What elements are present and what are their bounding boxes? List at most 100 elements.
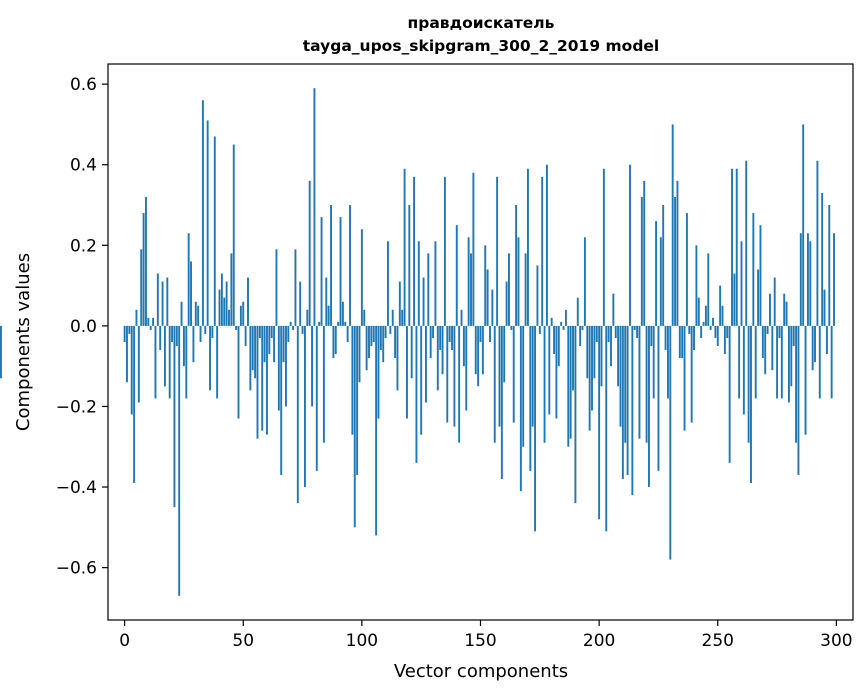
bar-112 xyxy=(389,325,392,334)
bar-85 xyxy=(325,277,328,326)
bar-270 xyxy=(764,325,767,375)
bar-23 xyxy=(178,325,181,596)
bar-68 xyxy=(285,325,287,407)
bar-119 xyxy=(406,325,408,419)
bar-236 xyxy=(683,325,686,431)
bar-239 xyxy=(690,325,693,423)
bar-163 xyxy=(510,325,513,330)
bar-288 xyxy=(806,233,809,326)
bar-108 xyxy=(379,325,382,351)
bar-15 xyxy=(159,325,162,351)
bar-251 xyxy=(719,285,722,326)
bar-223 xyxy=(652,325,655,399)
bar-254 xyxy=(726,325,729,338)
bar-66 xyxy=(280,325,283,475)
bar-280 xyxy=(787,325,790,403)
bar-0 xyxy=(123,325,126,342)
bar-51 xyxy=(244,325,247,347)
bar-216 xyxy=(636,325,639,338)
bar-98 xyxy=(356,325,359,475)
bar-284 xyxy=(797,325,800,475)
bar-158 xyxy=(498,325,501,427)
bar-127 xyxy=(424,325,427,403)
bar-109 xyxy=(382,325,385,363)
bar-63 xyxy=(273,325,276,363)
bar-272 xyxy=(769,293,771,326)
bar-3 xyxy=(130,325,133,415)
bar-253 xyxy=(723,325,726,355)
bar-268 xyxy=(759,225,762,326)
bar-19 xyxy=(168,325,171,399)
bar-50 xyxy=(242,301,245,326)
bar-297 xyxy=(828,205,831,326)
bar-156 xyxy=(493,325,496,443)
bars-group xyxy=(0,88,835,596)
bar-289 xyxy=(809,241,812,326)
bar-188 xyxy=(569,325,572,439)
bar-258 xyxy=(735,168,738,326)
bar-21 xyxy=(173,325,176,508)
bar-120 xyxy=(408,205,411,326)
x-axis-label: Vector components xyxy=(394,661,568,682)
bar-145 xyxy=(467,237,470,326)
bar-48 xyxy=(237,325,240,419)
bar-130 xyxy=(432,325,434,338)
bar-256 xyxy=(731,168,733,326)
bar-76 xyxy=(303,325,306,488)
bar-260 xyxy=(740,241,743,326)
bar-153 xyxy=(486,269,489,326)
bar-271 xyxy=(766,325,769,334)
bar-139 xyxy=(453,325,456,427)
bar-27 xyxy=(187,233,190,326)
bar-150 xyxy=(479,325,482,342)
bar-152 xyxy=(484,245,487,326)
bar-100 xyxy=(360,229,363,326)
bar-43 xyxy=(225,281,228,326)
bar-234 xyxy=(678,325,681,359)
bar-133 xyxy=(439,325,442,351)
bar-69 xyxy=(287,325,290,342)
bar-134 xyxy=(441,325,444,375)
bar-47 xyxy=(235,325,238,330)
bar-154 xyxy=(489,325,491,342)
bar-106 xyxy=(375,325,378,536)
bar-247 xyxy=(709,325,712,330)
bar-91 xyxy=(339,217,342,326)
bar-248 xyxy=(712,317,714,326)
bar-86 xyxy=(327,305,330,326)
bar-169 xyxy=(524,253,527,326)
bar-168 xyxy=(522,325,525,447)
bar-122 xyxy=(413,176,416,326)
bar-42 xyxy=(223,297,226,326)
bar-18 xyxy=(166,277,169,326)
bar-291 xyxy=(814,325,816,363)
bar-4 xyxy=(133,325,136,484)
bar-178 xyxy=(545,164,548,326)
bar-221 xyxy=(648,325,650,488)
bar-10 xyxy=(147,317,150,326)
bar-293 xyxy=(818,325,821,399)
bar-220 xyxy=(645,325,648,443)
bar-64 xyxy=(275,249,278,326)
bar-217 xyxy=(638,325,641,439)
bar-170 xyxy=(527,168,529,326)
bar-28 xyxy=(190,261,192,326)
bar-138 xyxy=(451,325,453,351)
bar-16 xyxy=(161,281,164,326)
bar-44 xyxy=(228,309,230,326)
bar-26 xyxy=(185,325,188,399)
bar-114 xyxy=(394,325,397,359)
bar-126 xyxy=(422,277,425,326)
bar-17 xyxy=(163,325,166,387)
bar-212 xyxy=(626,325,629,475)
bar-14 xyxy=(156,273,159,326)
bar-204 xyxy=(607,325,610,342)
bar-39 xyxy=(216,325,219,399)
bar-230 xyxy=(669,325,672,560)
bar-87 xyxy=(330,205,332,326)
bar-177 xyxy=(543,325,546,443)
chart-title: правдоискатель xyxy=(408,14,555,32)
bar-72 xyxy=(294,249,297,326)
bar-113 xyxy=(391,309,394,326)
bar-190 xyxy=(574,325,577,504)
